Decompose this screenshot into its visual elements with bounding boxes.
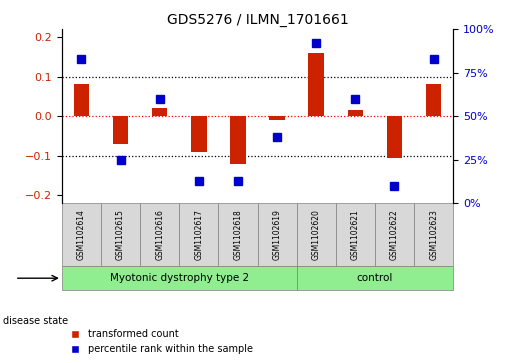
Text: disease state: disease state <box>3 316 67 326</box>
Bar <box>308 53 324 116</box>
Bar <box>152 108 167 116</box>
Title: GDS5276 / ILMN_1701661: GDS5276 / ILMN_1701661 <box>167 13 348 26</box>
FancyBboxPatch shape <box>62 203 101 266</box>
Bar <box>191 116 207 152</box>
FancyBboxPatch shape <box>375 203 414 266</box>
Text: GSM1102615: GSM1102615 <box>116 209 125 260</box>
Text: GSM1102616: GSM1102616 <box>155 209 164 260</box>
FancyBboxPatch shape <box>258 203 297 266</box>
FancyBboxPatch shape <box>179 203 218 266</box>
FancyBboxPatch shape <box>336 203 375 266</box>
Legend: transformed count, percentile rank within the sample: transformed count, percentile rank withi… <box>66 326 257 358</box>
FancyBboxPatch shape <box>140 203 179 266</box>
Text: control: control <box>357 273 393 283</box>
FancyBboxPatch shape <box>297 266 453 290</box>
Text: GSM1102614: GSM1102614 <box>77 209 86 260</box>
Bar <box>230 116 246 164</box>
Text: GSM1102619: GSM1102619 <box>272 209 282 260</box>
FancyBboxPatch shape <box>101 203 140 266</box>
Text: GSM1102621: GSM1102621 <box>351 209 360 260</box>
Text: Myotonic dystrophy type 2: Myotonic dystrophy type 2 <box>110 273 249 283</box>
Bar <box>113 116 128 144</box>
Bar <box>74 85 89 116</box>
Bar <box>269 116 285 120</box>
Text: GSM1102623: GSM1102623 <box>429 209 438 260</box>
Text: GSM1102617: GSM1102617 <box>194 209 203 260</box>
Text: GSM1102622: GSM1102622 <box>390 209 399 260</box>
FancyBboxPatch shape <box>297 203 336 266</box>
Bar <box>348 110 363 116</box>
Bar <box>387 116 402 158</box>
FancyBboxPatch shape <box>62 266 297 290</box>
Bar <box>426 85 441 116</box>
Text: GSM1102620: GSM1102620 <box>312 209 321 260</box>
Text: GSM1102618: GSM1102618 <box>233 209 243 260</box>
FancyBboxPatch shape <box>414 203 453 266</box>
FancyBboxPatch shape <box>218 203 258 266</box>
